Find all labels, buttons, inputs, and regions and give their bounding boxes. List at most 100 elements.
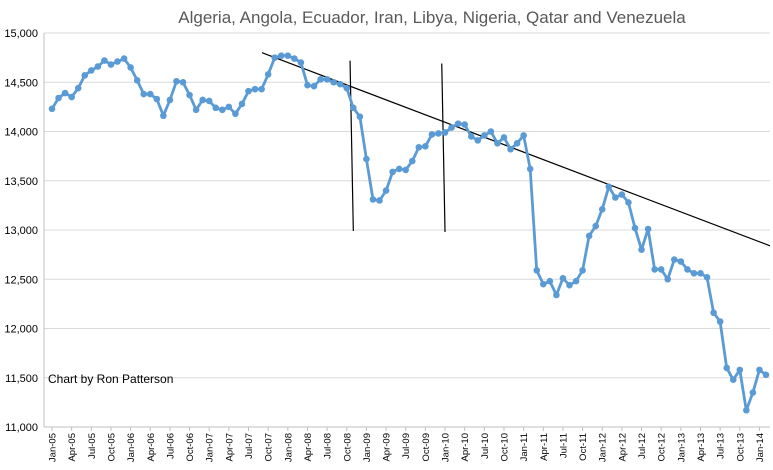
data-point	[736, 366, 744, 374]
data-point	[205, 97, 213, 105]
grid-lines	[43, 32, 770, 428]
x-tick-label: Jul-09	[401, 433, 412, 459]
data-point	[533, 267, 541, 274]
data-point	[631, 224, 639, 232]
x-tick-label: Jan-12	[598, 433, 609, 462]
chart-title: Algeria, Angola, Ecuador, Iran, Libya, N…	[178, 8, 686, 27]
data-point	[120, 55, 128, 62]
y-tick-label: 12,500	[4, 274, 38, 286]
x-tick-label: Apr-13	[696, 433, 707, 462]
y-tick-label: 12,000	[4, 324, 38, 336]
data-point	[520, 132, 527, 139]
data-point	[572, 277, 580, 285]
x-tick-label: Jan-13	[676, 433, 687, 462]
data-point	[500, 134, 508, 141]
x-tick-label: Apr-09	[382, 433, 393, 462]
data-point	[166, 96, 174, 104]
data-point	[677, 258, 685, 265]
data-point	[81, 72, 89, 79]
x-tick-label: Jan-06	[126, 433, 137, 462]
y-tick-label: 13,000	[4, 225, 38, 237]
x-tick-label: Oct-13	[735, 433, 746, 462]
data-point	[428, 131, 436, 138]
x-tick-label: Apr-07	[224, 433, 235, 462]
data-point	[559, 274, 567, 282]
data-point	[94, 63, 102, 70]
data-point	[114, 58, 121, 65]
data-point	[598, 206, 606, 213]
data-point	[336, 80, 344, 88]
data-point	[762, 371, 770, 379]
data-point	[258, 85, 265, 93]
data-point	[422, 142, 429, 150]
x-tick-label: Jul-07	[244, 433, 255, 459]
x-tick-label: Apr-05	[67, 433, 78, 462]
series-layer	[48, 52, 770, 414]
x-tick-label: Jan-09	[362, 433, 373, 462]
data-point	[264, 71, 272, 78]
data-point	[402, 166, 410, 174]
data-point	[546, 277, 554, 285]
x-tick-label: Apr-06	[146, 433, 157, 462]
x-tick-label: Apr-08	[303, 433, 314, 462]
data-point	[146, 90, 154, 98]
x-tick-label: Jan-11	[519, 433, 530, 461]
data-point	[415, 143, 423, 151]
x-tick-label: Jul-08	[323, 433, 334, 459]
data-point	[716, 318, 724, 325]
data-point	[494, 140, 501, 147]
x-tick-label: Jul-06	[165, 433, 176, 459]
data-point	[232, 110, 239, 118]
data-point	[553, 291, 560, 299]
data-point	[395, 165, 403, 173]
data-point	[212, 104, 220, 112]
x-tick-label: Jan-10	[441, 433, 452, 462]
data-point	[304, 81, 311, 89]
y-axis-ticks: 11,000 11,500 12,000 12,500 13,000 13,500 14,0…	[4, 28, 38, 434]
data-point	[350, 104, 357, 112]
data-point	[107, 61, 115, 68]
data-point	[284, 52, 292, 59]
x-axis-ticks: Jan-05 Apr-05 Jul-05 Oct-05 Jan-06 Apr-06 Jul-…	[48, 427, 766, 462]
data-point	[133, 76, 141, 84]
data-point	[408, 157, 416, 165]
data-point	[605, 183, 613, 190]
data-point	[756, 366, 763, 374]
data-point	[101, 57, 108, 64]
x-tick-label: Oct-09	[421, 433, 432, 462]
x-tick-label: Jul-10	[480, 433, 491, 459]
x-tick-label: Jul-11	[558, 433, 569, 458]
data-point	[664, 275, 672, 283]
data-point	[612, 194, 619, 201]
data-point	[245, 87, 252, 95]
data-point	[625, 199, 632, 206]
data-point	[369, 196, 377, 203]
x-tick-label: Jul-12	[637, 433, 648, 459]
data-point	[173, 77, 180, 85]
y-tick-label: 11,500	[5, 373, 38, 385]
x-tick-label: Apr-10	[460, 433, 471, 462]
x-tick-label: Oct-10	[499, 433, 510, 462]
data-point	[710, 309, 717, 317]
data-point	[657, 266, 665, 273]
x-tick-label: Jul-05	[87, 433, 98, 459]
data-point	[186, 91, 193, 99]
x-tick-label: Jan-05	[48, 433, 59, 462]
data-point	[697, 270, 704, 277]
data-point	[592, 222, 599, 230]
data-point	[743, 406, 750, 414]
data-point	[618, 191, 626, 198]
data-point	[55, 94, 62, 102]
data-point	[179, 78, 187, 86]
data-point	[670, 256, 678, 263]
data-point	[225, 103, 233, 111]
chart-credit: Chart by Ron Patterson	[48, 372, 173, 386]
data-point	[389, 168, 396, 176]
data-point	[323, 75, 331, 83]
data-point	[330, 78, 337, 86]
x-tick-label: Jan-14	[755, 433, 766, 462]
x-tick-label: Oct-12	[657, 433, 668, 462]
x-tick-label: Oct-07	[264, 433, 275, 462]
